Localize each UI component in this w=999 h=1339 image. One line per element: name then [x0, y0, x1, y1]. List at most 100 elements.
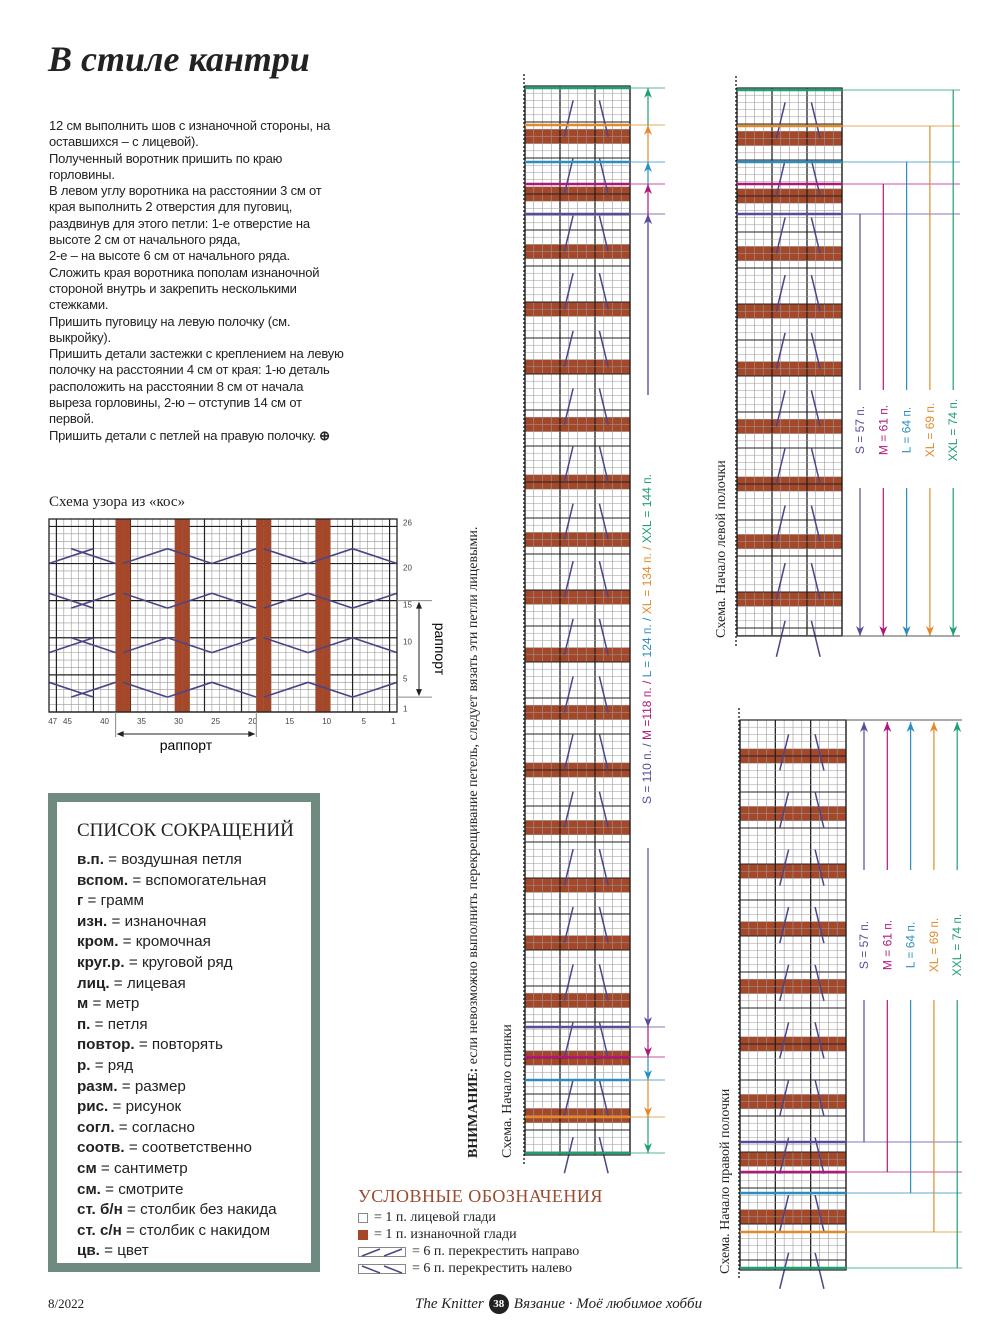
- arrowhead-icon: [644, 1070, 652, 1080]
- cable-mark: [779, 1022, 790, 1059]
- size-count: XXL = 74 п.: [950, 914, 964, 976]
- cable-mark: [775, 563, 786, 600]
- size-count: M = 61 п.: [876, 405, 890, 455]
- legend-text: = 1 п. изнаночной глади: [374, 1227, 517, 1242]
- cable-mark: [810, 217, 821, 254]
- cable-mark: [810, 159, 821, 197]
- abbreviation-item: в.п. = воздушная петля: [77, 850, 277, 871]
- x-tick-label: 1: [391, 717, 396, 726]
- magazine-name: Вязание · Моё любимое хобби: [513, 1295, 703, 1312]
- purl-column: [182, 519, 190, 712]
- knitting-chart: [735, 76, 843, 657]
- abbreviation: кром.: [77, 933, 119, 951]
- cable-mark: [563, 273, 574, 310]
- cable-mark: [598, 330, 609, 367]
- cable-mark: [598, 388, 609, 425]
- cable-mark: [598, 733, 609, 771]
- abbreviation: р.: [77, 1056, 91, 1074]
- cable-mark: [598, 618, 609, 655]
- cable-mark: [814, 734, 825, 771]
- abbreviation: лиц.: [77, 974, 110, 992]
- x-tick-label: 40: [100, 717, 109, 726]
- footer-brand: The Knitter 38 Вязание · Моё любимое хоб…: [415, 1294, 702, 1314]
- abbreviation-item: изн. = изнаночная: [77, 912, 277, 933]
- x-tick-label: 47: [48, 717, 57, 726]
- cable-mark: [814, 791, 825, 829]
- cable-mark: [598, 503, 609, 540]
- arrowhead-icon: [856, 626, 864, 636]
- cable-mark: [814, 964, 825, 1001]
- abbreviation-meaning: = воздушная петля: [103, 851, 242, 868]
- abbreviation-meaning: = размер: [117, 1077, 186, 1095]
- arrowhead-icon: [902, 626, 911, 636]
- arrowhead-icon: [883, 722, 892, 732]
- cable-mark: [598, 849, 609, 886]
- cable-mark: [48, 592, 94, 609]
- legend-text: = 6 п. перекрестить налево: [412, 1261, 573, 1276]
- cable-mark: [563, 849, 574, 886]
- paragraph: Сложить края воротника пополам изнаночно…: [49, 264, 320, 313]
- cable-mark: [810, 620, 821, 657]
- x-tick-label: 25: [211, 717, 220, 726]
- legend-text: = 1 п. лицевой глади: [374, 1210, 496, 1225]
- cable-mark: [70, 592, 116, 609]
- abbreviation: см.: [77, 1180, 101, 1198]
- arrowhead-icon: [644, 125, 652, 135]
- repeat-label: раппорт: [432, 623, 448, 676]
- cable-mark: [307, 592, 353, 609]
- cable-right-icon: [358, 1246, 406, 1257]
- cable-mark: [779, 849, 790, 886]
- abbreviation-item: повтор. = повторять: [77, 1035, 277, 1056]
- arrowhead-icon: [644, 184, 652, 194]
- paragraph: 12 см выполнить шов с изнаночной стороны…: [49, 118, 331, 150]
- abbreviation-item: разм. = размер: [77, 1077, 277, 1098]
- paragraph: Пришить пуговицу на левую полочку (см. в…: [49, 313, 291, 345]
- abbreviation-item: см = сантиметр: [77, 1159, 277, 1180]
- knit-square-icon: [358, 1212, 368, 1223]
- cable-mark: [563, 676, 574, 713]
- y-tick-label: 10: [403, 637, 412, 646]
- x-tick-label: 45: [63, 717, 72, 726]
- abbreviation-meaning: = сантиметр: [96, 1159, 188, 1177]
- cable-mark: [563, 733, 574, 771]
- cable-mark: [779, 964, 790, 1001]
- arrowhead-icon: [644, 1143, 652, 1153]
- cable-mark: [70, 637, 116, 654]
- abbreviation: см: [77, 1159, 97, 1177]
- cable-mark: [352, 681, 398, 698]
- cable-chart-title: Схема узора из «кос»: [49, 494, 186, 510]
- abbreviation-item: рис. = рисунок: [77, 1097, 277, 1118]
- cable-mark: [814, 1079, 825, 1117]
- abbreviation-item: п. = петля: [77, 1015, 277, 1036]
- cable-mark: [263, 592, 309, 609]
- abbreviation-item: вспом. = вспомогательная: [77, 871, 277, 892]
- cable-mark: [814, 1252, 825, 1289]
- cable-mark: [70, 547, 116, 565]
- abbreviation-meaning: = круговой ряд: [124, 953, 233, 971]
- arrowhead-icon: [929, 722, 938, 732]
- purl-column: [263, 519, 272, 712]
- cable-mark: [775, 505, 786, 542]
- cable-mark: [48, 547, 94, 565]
- abbreviation-meaning: = петля: [90, 1015, 148, 1033]
- abbreviation-item: круг.р. = круговой ряд: [77, 953, 277, 974]
- abbreviation-meaning: = столбик с накидом: [121, 1221, 271, 1239]
- cable-mark: [307, 681, 353, 698]
- cable-mark: [775, 159, 786, 197]
- abbreviation: цв.: [77, 1242, 100, 1260]
- abbreviation-item: цв. = цвет: [77, 1241, 277, 1262]
- abbreviation: рис.: [77, 1098, 109, 1116]
- abbreviation-item: ст. с/н = столбик с накидом: [77, 1221, 277, 1242]
- page-title: В стиле кантри: [48, 39, 310, 79]
- cable-mark: [810, 390, 821, 427]
- cable-mark: [810, 505, 821, 542]
- chart-frame: [739, 719, 847, 1271]
- cable-mark: [563, 388, 574, 425]
- cable-mark: [598, 791, 609, 828]
- cable-mark: [563, 561, 574, 598]
- legend-item: = 6 п. перекрестить налево: [358, 1260, 603, 1277]
- legend-item: = 6 п. перекрестить направо: [358, 1243, 603, 1260]
- x-tick-label: 10: [322, 717, 331, 726]
- cable-mark: [598, 676, 609, 713]
